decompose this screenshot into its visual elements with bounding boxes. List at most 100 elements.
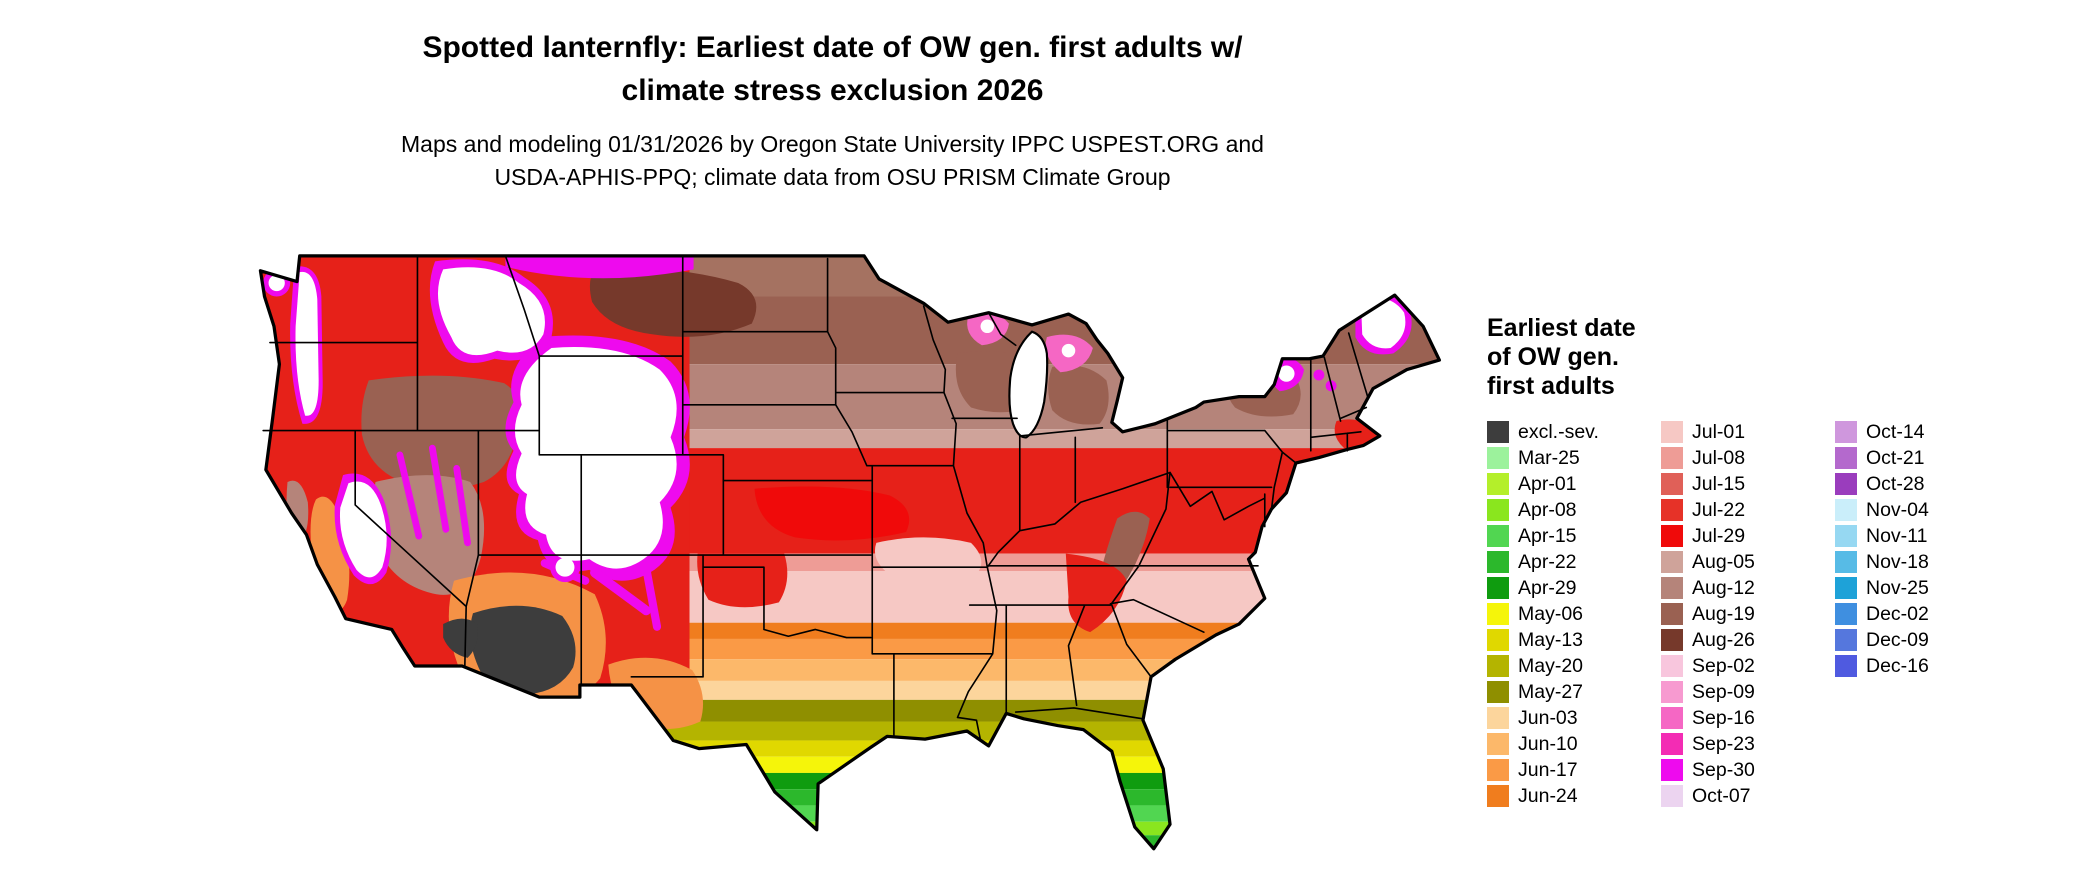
legend-swatch [1487, 707, 1509, 729]
legend-entry: Nov-04 [1835, 497, 2009, 523]
legend-label: Jun-24 [1518, 784, 1578, 807]
legend-entry: May-20 [1487, 653, 1661, 679]
legend-entry: Apr-08 [1487, 497, 1661, 523]
legend-entry: Jun-24 [1487, 783, 1661, 809]
legend-swatch [1487, 681, 1509, 703]
legend-swatch [1487, 785, 1509, 807]
legend-swatch [1835, 551, 1857, 573]
legend-swatch [1487, 655, 1509, 677]
us-map [240, 218, 1472, 888]
legend-label: Sep-16 [1692, 706, 1755, 729]
legend-entry: Sep-16 [1661, 705, 1835, 731]
legend-swatch [1487, 733, 1509, 755]
legend-label: Nov-18 [1866, 550, 1929, 573]
legend-column-1: excl.-sev. Mar-25 Apr-01 Apr-08 Apr-15 Apr-22… [1487, 419, 1661, 809]
legend-entry: Oct-28 [1835, 471, 2009, 497]
legend-entry: Sep-02 [1661, 653, 1835, 679]
map-subtitle-line1: Maps and modeling 01/31/2026 by Oregon S… [401, 131, 1264, 157]
legend-label: Jun-10 [1518, 732, 1578, 755]
legend-swatch [1835, 629, 1857, 651]
legend-swatch [1661, 473, 1683, 495]
legend-entry: Oct-21 [1835, 445, 2009, 471]
legend-label: Aug-05 [1692, 550, 1755, 573]
legend-entry: Dec-16 [1835, 653, 2009, 679]
map-title-line1: Spotted lanternfly: Earliest date of OW … [422, 31, 1243, 64]
legend-entry: Apr-22 [1487, 549, 1661, 575]
legend-swatch [1487, 629, 1509, 651]
legend-label: Sep-09 [1692, 680, 1755, 703]
us-map-svg [258, 254, 1441, 851]
legend-swatch [1487, 603, 1509, 625]
legend-label: Aug-26 [1692, 628, 1755, 651]
legend-entry: Jul-15 [1661, 471, 1835, 497]
legend-label: Nov-04 [1866, 498, 1929, 521]
legend-entry: Aug-19 [1661, 601, 1835, 627]
state-borders-west [262, 255, 872, 686]
legend-label: Jul-01 [1692, 420, 1746, 443]
legend-entry: Apr-29 [1487, 575, 1661, 601]
legend-title-line1: Earliest date [1487, 314, 1636, 342]
legend-entry: Sep-09 [1661, 679, 1835, 705]
legend-swatch [1487, 551, 1509, 573]
legend-entry: Aug-26 [1661, 627, 1835, 653]
legend-swatch [1661, 681, 1683, 703]
legend-swatch [1661, 447, 1683, 469]
legend-label: Jul-08 [1692, 446, 1746, 469]
legend-entry: Apr-01 [1487, 471, 1661, 497]
legend-entry: Sep-23 [1661, 731, 1835, 757]
legend-swatch [1835, 603, 1857, 625]
legend-swatch [1835, 421, 1857, 443]
legend-entry: Oct-14 [1835, 419, 2009, 445]
legend: Earliest date of OW gen. first adults ex… [1487, 314, 2067, 809]
legend-entry: Jul-29 [1661, 523, 1835, 549]
legend-entry: Jul-08 [1661, 445, 1835, 471]
legend-entry: May-06 [1487, 601, 1661, 627]
legend-label: Sep-23 [1692, 732, 1755, 755]
legend-entry: Dec-02 [1835, 601, 2009, 627]
legend-swatch [1835, 447, 1857, 469]
legend-entry: Mar-25 [1487, 445, 1661, 471]
legend-label: Apr-08 [1518, 498, 1577, 521]
legend-entry: Dec-09 [1835, 627, 2009, 653]
legend-entry: Jun-03 [1487, 705, 1661, 731]
lake-michigan [1008, 330, 1049, 439]
legend-entry: Jul-01 [1661, 419, 1835, 445]
legend-label: excl.-sev. [1518, 420, 1599, 443]
legend-label: Dec-16 [1866, 654, 1929, 677]
legend-label: May-06 [1518, 602, 1584, 625]
map-color-regions [260, 255, 1440, 849]
map-title-line2: climate stress exclusion 2026 [621, 74, 1044, 107]
legend-entry: Nov-25 [1835, 575, 2009, 601]
legend-swatch [1661, 499, 1683, 521]
legend-entry: Apr-15 [1487, 523, 1661, 549]
legend-label: Nov-11 [1866, 524, 1928, 547]
state-borders-central [681, 257, 1259, 742]
legend-label: Jul-15 [1692, 472, 1746, 495]
legend-swatch [1661, 733, 1683, 755]
legend-entry: Oct-07 [1661, 783, 1835, 809]
legend-label: Mar-25 [1518, 446, 1580, 469]
legend-swatch [1661, 551, 1683, 573]
legend-label: Oct-21 [1866, 446, 1925, 469]
legend-entry: Sep-30 [1661, 757, 1835, 783]
legend-label: Jun-03 [1518, 706, 1578, 729]
legend-title: Earliest date of OW gen. first adults [1487, 314, 2067, 401]
us-outline [258, 254, 1441, 851]
legend-swatch [1835, 499, 1857, 521]
legend-swatch [1661, 525, 1683, 547]
state-borders-east [986, 311, 1369, 569]
legend-swatch [1487, 447, 1509, 469]
header: Spotted lanternfly: Earliest date of OW … [0, 26, 1665, 194]
legend-entry: Nov-18 [1835, 549, 2009, 575]
legend-label: May-13 [1518, 628, 1584, 651]
legend-entry: Nov-11 [1835, 523, 2009, 549]
legend-label: Oct-07 [1692, 784, 1751, 807]
legend-label: Jul-29 [1692, 524, 1746, 547]
map-subtitle-line2: USDA-APHIS-PPQ; climate data from OSU PR… [494, 164, 1171, 190]
legend-swatch [1661, 759, 1683, 781]
legend-label: Nov-25 [1866, 576, 1929, 599]
legend-label: Dec-02 [1866, 602, 1929, 625]
legend-label: Apr-01 [1518, 472, 1577, 495]
legend-label: May-27 [1518, 680, 1584, 703]
